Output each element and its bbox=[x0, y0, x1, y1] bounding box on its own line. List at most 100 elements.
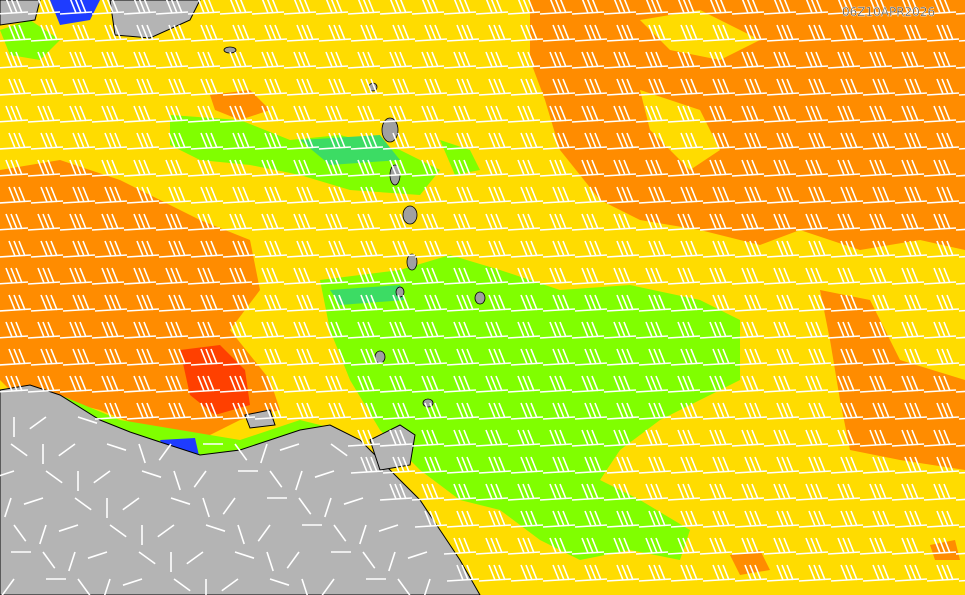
barb-line bbox=[146, 132, 154, 149]
barb-line bbox=[530, 78, 538, 95]
barb-line bbox=[616, 348, 624, 365]
barb-line bbox=[840, 564, 848, 581]
barb-line bbox=[461, 564, 469, 581]
barb-line bbox=[773, 0, 781, 14]
barb-line bbox=[453, 537, 461, 554]
barb-line bbox=[744, 78, 752, 95]
barb-line bbox=[141, 348, 149, 365]
barb-line bbox=[45, 240, 53, 257]
barb-line bbox=[874, 213, 882, 230]
barb-line bbox=[197, 321, 205, 338]
barb-line bbox=[488, 456, 496, 473]
barb-line bbox=[842, 537, 850, 554]
barb-line bbox=[906, 159, 914, 176]
barb-line bbox=[357, 321, 365, 338]
barb-line bbox=[261, 213, 269, 230]
barb-line bbox=[274, 186, 282, 203]
barb-line bbox=[200, 186, 208, 203]
barb-line bbox=[786, 24, 794, 41]
barb-line bbox=[520, 240, 528, 257]
barb-line bbox=[498, 510, 506, 527]
barb-line bbox=[306, 294, 314, 311]
barb-line bbox=[261, 51, 269, 68]
barb-line bbox=[330, 159, 338, 176]
barb-line bbox=[335, 105, 343, 122]
barb-line bbox=[941, 78, 949, 95]
barb-line bbox=[165, 51, 173, 68]
barb-line bbox=[431, 375, 439, 392]
barb-line bbox=[613, 537, 621, 554]
barb-line bbox=[205, 186, 213, 203]
barb-line bbox=[741, 267, 749, 284]
barb-line bbox=[709, 213, 717, 230]
barb-line bbox=[296, 24, 304, 41]
barb-line bbox=[426, 429, 434, 446]
barb-line bbox=[146, 348, 154, 365]
barb-line bbox=[205, 402, 213, 419]
barb-line bbox=[845, 240, 853, 257]
barb-line bbox=[776, 348, 784, 365]
barb-line bbox=[335, 51, 343, 68]
barb-line bbox=[29, 416, 47, 430]
barb-line bbox=[488, 564, 496, 581]
barb-line bbox=[239, 105, 247, 122]
barb-line bbox=[357, 159, 365, 176]
barb-line bbox=[82, 78, 90, 95]
barb-line bbox=[958, 525, 965, 528]
barb-line bbox=[616, 402, 624, 419]
barb-line bbox=[680, 564, 688, 581]
barb-line bbox=[394, 429, 402, 446]
barb-line bbox=[879, 267, 887, 284]
barb-line bbox=[616, 132, 624, 149]
barb-line bbox=[200, 24, 208, 41]
barb-line bbox=[324, 497, 332, 518]
barb-line bbox=[461, 510, 469, 527]
barb-line bbox=[490, 483, 498, 500]
barb-line bbox=[958, 309, 965, 312]
barb-line bbox=[616, 24, 624, 41]
barb-line bbox=[421, 105, 429, 122]
barb-line bbox=[141, 132, 149, 149]
barb-line bbox=[261, 0, 269, 14]
barb-line bbox=[581, 483, 589, 500]
barb-line bbox=[269, 186, 277, 203]
barb-line bbox=[527, 0, 535, 14]
barb-line bbox=[463, 429, 471, 446]
barb-line bbox=[498, 186, 506, 203]
barb-line bbox=[586, 375, 594, 392]
barb-line bbox=[955, 552, 965, 555]
barb-line bbox=[581, 537, 589, 554]
barb-line bbox=[301, 240, 309, 257]
barb-line bbox=[655, 321, 663, 338]
barb-line bbox=[69, 213, 77, 230]
barb-line bbox=[810, 321, 818, 338]
barb-line bbox=[434, 78, 442, 95]
barb-line bbox=[618, 321, 626, 338]
barb-line bbox=[621, 240, 629, 257]
barb-line bbox=[109, 524, 127, 538]
barb-line bbox=[303, 213, 311, 230]
barb-line bbox=[18, 24, 26, 41]
barb-line bbox=[776, 186, 784, 203]
barb-line bbox=[485, 105, 493, 122]
barb-line bbox=[122, 578, 143, 586]
barb-line bbox=[274, 78, 282, 95]
barb-line bbox=[101, 267, 109, 284]
barb-line bbox=[357, 375, 365, 392]
barb-line bbox=[74, 51, 82, 68]
barb-line bbox=[549, 483, 557, 500]
barb-line bbox=[485, 537, 493, 554]
barb-line bbox=[168, 186, 176, 203]
barb-line bbox=[143, 321, 151, 338]
barb-line bbox=[842, 105, 850, 122]
barb-line bbox=[655, 159, 663, 176]
barb-line bbox=[751, 213, 759, 230]
barb-line bbox=[210, 186, 218, 203]
barb-line bbox=[955, 228, 965, 231]
barb-line bbox=[488, 24, 496, 41]
barb-line bbox=[517, 375, 525, 392]
barb-line bbox=[958, 201, 965, 204]
barb-line bbox=[584, 24, 592, 41]
